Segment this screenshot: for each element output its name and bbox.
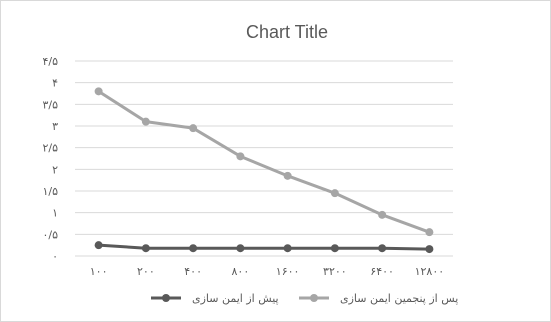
data-point (141, 244, 150, 253)
data-point (425, 245, 434, 254)
legend-swatch-marker (310, 294, 318, 302)
x-tick-label: ۴۰۰ (184, 265, 202, 278)
y-tick-label: ۲ (52, 163, 58, 176)
x-tick-label: ۳۲۰۰ (323, 265, 347, 278)
data-point (189, 244, 198, 253)
data-point (236, 152, 245, 161)
data-point (236, 244, 245, 253)
series-before-immunization (94, 241, 434, 254)
x-tick-label: ۶۴۰۰ (370, 265, 394, 278)
x-axis-labels: ۱۰۰ ۲۰۰ ۴۰۰ ۸۰۰ ۱۶۰۰ ۳۲۰۰ ۶۴۰۰ ۱۲۸۰۰ (90, 265, 444, 278)
gridlines (75, 60, 453, 257)
data-point (283, 171, 292, 180)
x-tick-label: ۱۰۰ (90, 265, 108, 278)
data-point (189, 124, 198, 133)
series-layer (94, 87, 434, 254)
data-point (94, 241, 103, 250)
series-after-fifth-immunization (94, 87, 434, 237)
x-tick-label: ۸۰۰ (232, 265, 250, 278)
data-point (378, 210, 387, 219)
y-tick-label: ۰ (52, 250, 58, 263)
legend-swatch-marker (162, 294, 170, 302)
x-tick-label: ۲۰۰ (137, 265, 155, 278)
data-point (330, 244, 339, 253)
legend-label: پس از پنجمین ایمن سازی (340, 292, 458, 305)
chart-title: Chart Title (246, 22, 328, 42)
y-tick-label: ۳ (52, 120, 58, 133)
series-line (97, 90, 430, 234)
data-point (425, 228, 434, 237)
legend-label: پیش از ایمن سازی (192, 292, 279, 305)
y-axis-labels: ۰ ۰/۵ ۱ ۱/۵ ۲ ۲/۵ ۳ ۳/۵ ۴ ۴/۵ (42, 55, 58, 263)
data-point (378, 244, 387, 253)
data-point (94, 87, 103, 96)
legend-item: پس از پنجمین ایمن سازی (299, 292, 458, 305)
legend: پیش از ایمن سازی پس از پنجمین ایمن سازی (151, 292, 458, 305)
x-tick-label: ۱۶۰۰ (276, 265, 300, 278)
data-point (283, 244, 292, 253)
y-tick-label: ۴/۵ (42, 55, 58, 68)
y-tick-label: ۳/۵ (42, 98, 58, 111)
data-point (141, 117, 150, 126)
y-tick-label: ۰/۵ (42, 228, 58, 241)
x-tick-label: ۱۲۸۰۰ (415, 265, 445, 278)
y-tick-label: ۴ (52, 77, 58, 90)
y-tick-label: ۱ (52, 207, 58, 220)
data-point (330, 189, 339, 198)
y-tick-label: ۱/۵ (42, 185, 58, 198)
legend-item: پیش از ایمن سازی (151, 292, 279, 305)
series-line (98, 243, 430, 251)
y-tick-label: ۲/۵ (42, 142, 58, 155)
